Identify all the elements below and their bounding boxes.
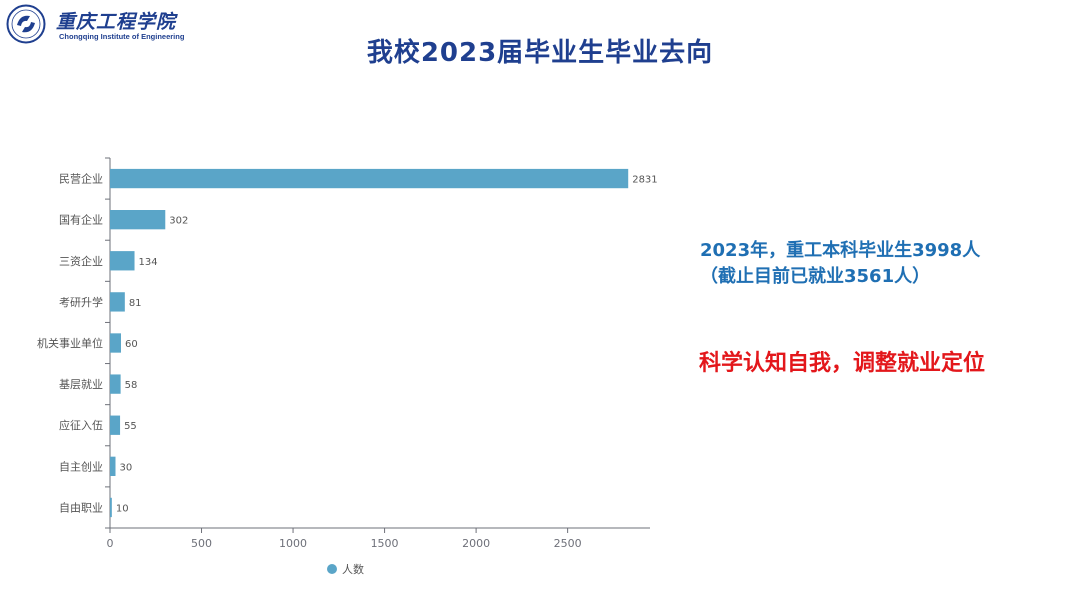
bar-value-label: 302 [169,216,188,227]
graduate-count-text: 2023年，重工本科毕业生3998人 [700,240,981,261]
y-tick-label: 考研升学 [59,295,103,309]
school-name-en: Chongqing Institute of Engineering [59,32,185,41]
bar-value-label: 2831 [632,175,657,186]
legend-label: 人数 [342,563,364,576]
bar [110,168,629,189]
y-tick-label: 三资企业 [59,254,103,268]
bar [110,210,166,230]
y-tick-label: 应征入伍 [59,418,103,432]
bar-value-label: 58 [125,380,138,391]
bar-value-label: 60 [125,339,138,350]
bar-value-label: 81 [129,298,142,309]
bar [110,497,112,518]
x-tick-label: 2000 [462,537,490,550]
employed-count-text: （截止目前已就业3561人） [700,266,931,287]
y-tick-label: 自主创业 [59,460,103,473]
x-tick-label: 500 [191,537,212,550]
bar-value-label: 55 [124,421,137,432]
bar-chart: 0 500 1000 1500 2000 2500 民营企业 2831 国有企业 302 三资企业 1… [37,157,658,576]
bar [110,415,121,435]
school-name: 重庆工程学院 [56,11,177,33]
bar-value-label: 30 [119,462,132,473]
legend-marker [327,564,337,574]
bar-value-label: 10 [116,503,129,514]
bar-value-label: 134 [139,257,158,268]
y-tick-label: 基层就业 [59,377,103,391]
bar [110,292,125,312]
x-tick-label: 0 [107,537,114,550]
y-tick-label: 国有企业 [59,213,103,227]
school-emblem-icon [6,4,46,44]
bar [110,374,121,394]
x-tick-label: 1000 [279,537,307,550]
slide-title: 我校2023届毕业生毕业去向 [366,38,714,68]
x-tick-label: 2500 [554,537,582,550]
bar [110,456,116,476]
y-tick-label: 民营企业 [59,172,103,186]
y-tick-label: 机关事业单位 [37,336,103,350]
x-tick-label: 1500 [371,537,399,550]
school-logo: 重庆工程学院 Chongqing Institute of Engineerin… [6,4,196,44]
graduate-summary: 2023年，重工本科毕业生3998人 （截止目前已就业3561人） [700,238,980,290]
bar [110,333,121,353]
y-tick-label: 自由职业 [59,500,103,514]
bar [110,251,135,271]
advice-text: 科学认知自我，调整就业定位 [699,351,986,376]
